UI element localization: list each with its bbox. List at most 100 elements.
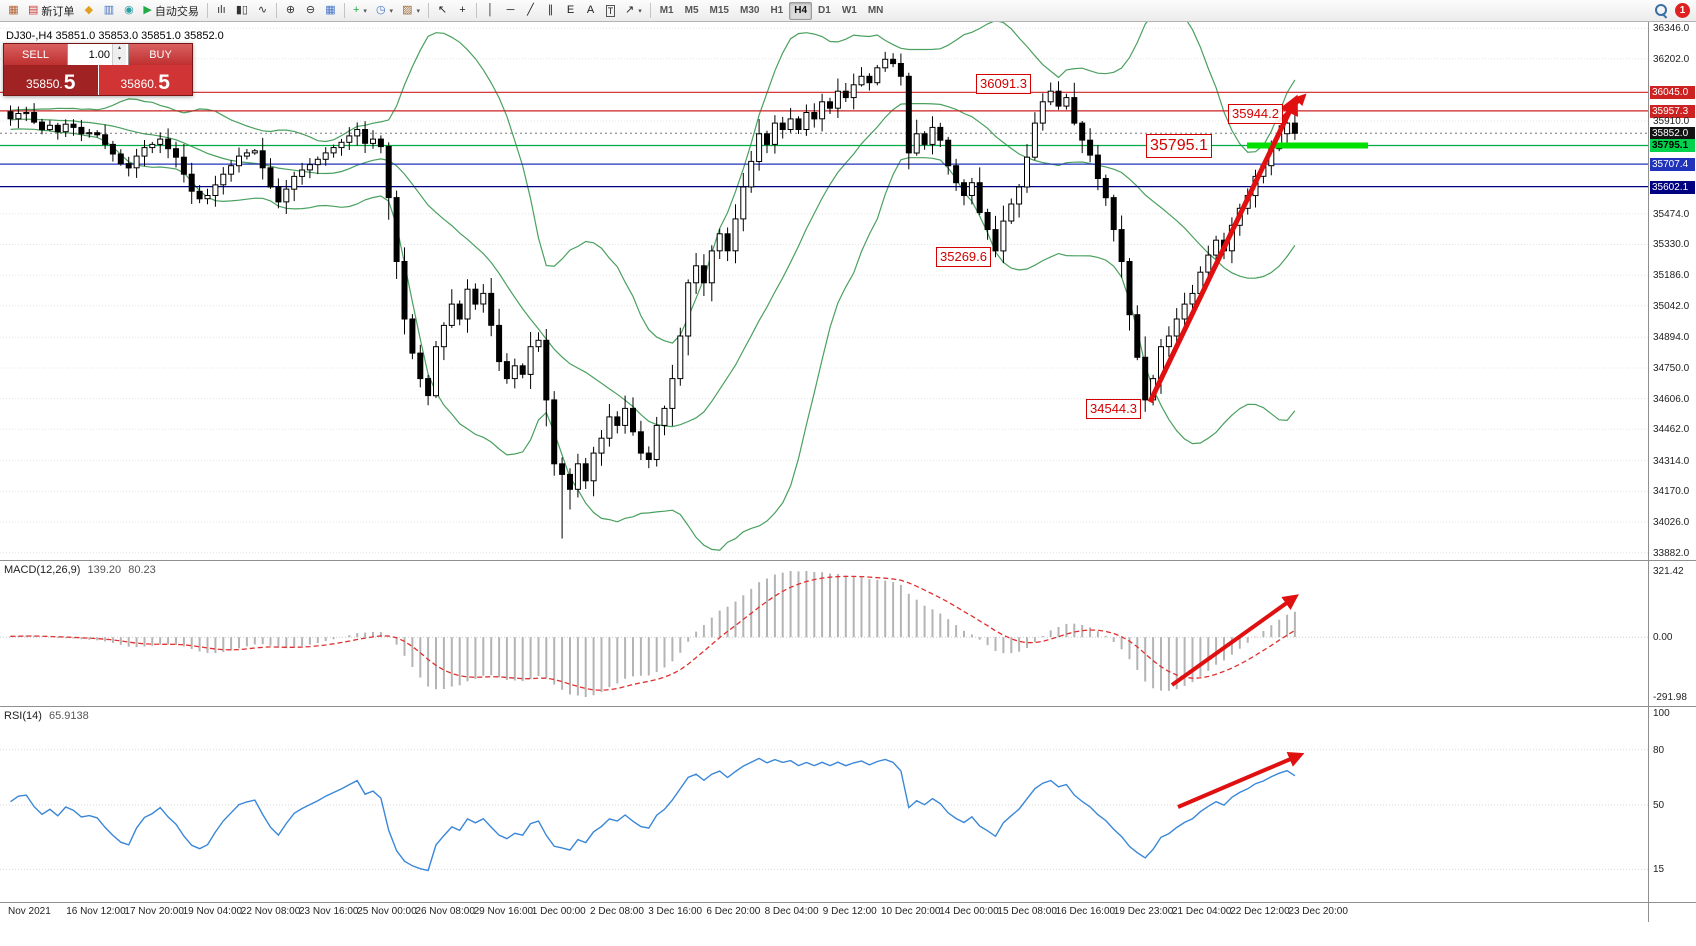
rsi-chart [0, 749, 1648, 872]
navigator-button[interactable]: ◉ [119, 2, 138, 20]
toolbar-separator [649, 3, 651, 18]
search-icon[interactable] [1655, 4, 1668, 17]
sell-price-big-digit: 5 [63, 71, 76, 94]
candlestick-chart[interactable] [0, 22, 1648, 560]
timeframe-MN[interactable]: MN [863, 2, 889, 20]
price-axis[interactable]: 36346.0 36202.0 36045.0 35957.3 35910.0 35852… [1648, 22, 1696, 560]
toolbar-separator [343, 3, 345, 18]
tile-windows-button[interactable]: ▦ [321, 2, 340, 20]
chart-plot-area[interactable]: DJ30-,H4 35851.0 35853.0 35851.0 35852.0… [0, 22, 1648, 560]
new-order-icon: ▤ [28, 4, 39, 16]
price-annotation[interactable]: 36091.3 [976, 74, 1031, 94]
text-button[interactable]: A [581, 2, 600, 20]
time-label: 9 Dec 12:00 [822, 906, 877, 917]
vertical-line-button[interactable]: │ [481, 2, 500, 20]
chart-ohlc-header: DJ30-,H4 35851.0 35853.0 35851.0 35852.0 [6, 30, 224, 42]
zoom-in-icon: ⊕ [285, 4, 296, 16]
notification-badge[interactable]: 1 [1675, 3, 1690, 18]
price-annotation[interactable]: 35944.2 [1228, 104, 1283, 124]
sell-button[interactable]: SELL [4, 44, 67, 65]
candlestick-chart-button[interactable]: ▮▯ [232, 2, 252, 20]
indicators-button[interactable]: + ▾ [349, 2, 371, 20]
sell-price[interactable]: 35850. 5 [4, 65, 98, 95]
bars-chart-button[interactable]: ılı [212, 2, 231, 20]
trend-arrow[interactable] [1147, 94, 1298, 404]
zoom-out-button[interactable]: ⊖ [301, 2, 320, 20]
rsi-value: 65.9138 [48, 710, 89, 722]
horizontal-price-lines[interactable] [0, 91, 1648, 188]
new-order-button-label: 新订单 [41, 5, 75, 18]
channel-button[interactable]: ∥ [541, 2, 560, 20]
buy-price[interactable]: 35860. 5 [97, 65, 192, 95]
timeframe-H4[interactable]: H4 [789, 1, 813, 20]
market-watch-button[interactable]: ▥ [99, 2, 118, 20]
price-annotation[interactable]: 35795.1 [1146, 134, 1212, 158]
chart-panel: DJ30-,H4 35851.0 35853.0 35851.0 35852.0… [0, 22, 1696, 560]
template-icon: ▨ [402, 4, 413, 16]
chart-window-button[interactable]: ▦ [4, 2, 23, 20]
price-tick-34606: 34606.0 [1653, 393, 1690, 405]
market-watch-icon: ▥ [103, 4, 115, 16]
green-highlight-segment[interactable] [1247, 142, 1368, 149]
fibonacci-button[interactable]: E [561, 2, 580, 20]
price-tick-34314: 34314.0 [1653, 455, 1690, 467]
volume-increase-button[interactable]: ▴ [113, 44, 126, 55]
timeframe-M30[interactable]: M30 [735, 2, 764, 20]
trendline-button[interactable]: ╱ [521, 2, 540, 20]
zoom-in-button[interactable]: ⊕ [281, 2, 300, 20]
line-chart-button[interactable]: ∿ [253, 2, 272, 20]
horizontal-line-icon: ─ [506, 4, 515, 16]
time-label: 26 Nov 08:00 [415, 906, 475, 917]
time-label: 29 Nov 16:00 [473, 906, 534, 917]
arrows-button[interactable]: ↗ ▾ [621, 2, 646, 20]
timeframe-W1[interactable]: W1 [837, 2, 862, 20]
macd-axis: 321.42 0.00 -291.98 [1648, 561, 1696, 706]
text-label-button[interactable]: T [601, 2, 620, 20]
rsi-indicator-label: RSI(14) 65.9138 [4, 710, 89, 722]
zoom-out-icon: ⊖ [305, 4, 316, 16]
buy-button[interactable]: BUY [129, 44, 192, 65]
price-tick-35852: 35852.0 [1650, 127, 1695, 141]
candlestick-series[interactable] [7, 51, 1298, 539]
macd-plot-area[interactable]: MACD(12,26,9) 139.20 80.23 [0, 561, 1648, 706]
price-annotation[interactable]: 35269.6 [936, 247, 991, 267]
rsi-tick-100: 100 [1653, 708, 1670, 719]
new-order-button[interactable]: ▤ 新订单 [24, 2, 78, 20]
history-center-button[interactable]: ◆ [79, 2, 98, 20]
time-label: 22 Dec 12:00 [1230, 906, 1290, 917]
volume-input[interactable] [68, 44, 112, 65]
timeframe-D1[interactable]: D1 [813, 2, 836, 20]
autotrade-button[interactable]: ▶ 自动交易 [139, 2, 202, 20]
macd-signal-value: 80.23 [128, 564, 156, 576]
timeframe-M1[interactable]: M1 [655, 2, 679, 20]
text-label-icon: T [605, 4, 616, 17]
price-annotation[interactable]: 34544.3 [1086, 399, 1141, 419]
crosshair-button[interactable]: + [453, 2, 472, 20]
time-label: 23 Dec 20:00 [1288, 906, 1348, 917]
horizontal-line-button[interactable]: ─ [501, 2, 520, 20]
time-axis[interactable]: Nov 2021 16 Nov 12:00 17 Nov 20:00 19 Nov 0… [0, 902, 1696, 922]
rsi-trend-arrow[interactable] [1177, 752, 1305, 809]
time-label: 16 Nov 12:00 [66, 906, 126, 917]
time-label: 17 Nov 20:00 [124, 906, 184, 917]
price-tick-35957-3: 35957.3 [1650, 104, 1695, 118]
toolbar-separator [475, 3, 477, 18]
macd-trend-arrow[interactable] [1170, 594, 1299, 687]
timeframe-M15[interactable]: M15 [705, 2, 734, 20]
timeframe-H1[interactable]: H1 [765, 2, 788, 20]
timeframe-M5[interactable]: M5 [680, 2, 704, 20]
bars-chart-icon: ılı [217, 4, 226, 16]
macd-panel: MACD(12,26,9) 139.20 80.23 321.42 0.00 -29… [0, 560, 1696, 706]
price-tick-35042: 35042.0 [1653, 300, 1690, 312]
volume-decrease-button[interactable]: ▾ [113, 54, 126, 65]
caret-down-icon: ▾ [416, 7, 420, 15]
bollinger-lower-band [10, 128, 1296, 551]
bottom-margin [0, 922, 1696, 946]
toolbar-separator [275, 3, 277, 18]
cursor-button[interactable]: ↖ [433, 2, 452, 20]
periods-button[interactable]: ◷ ▾ [372, 2, 397, 20]
rsi-plot-area[interactable]: RSI(14) 65.9138 [0, 707, 1648, 902]
price-tick-35330: 35330.0 [1653, 239, 1690, 251]
time-label: 25 Nov 00:00 [357, 906, 417, 917]
templates-button[interactable]: ▨ ▾ [398, 2, 424, 20]
